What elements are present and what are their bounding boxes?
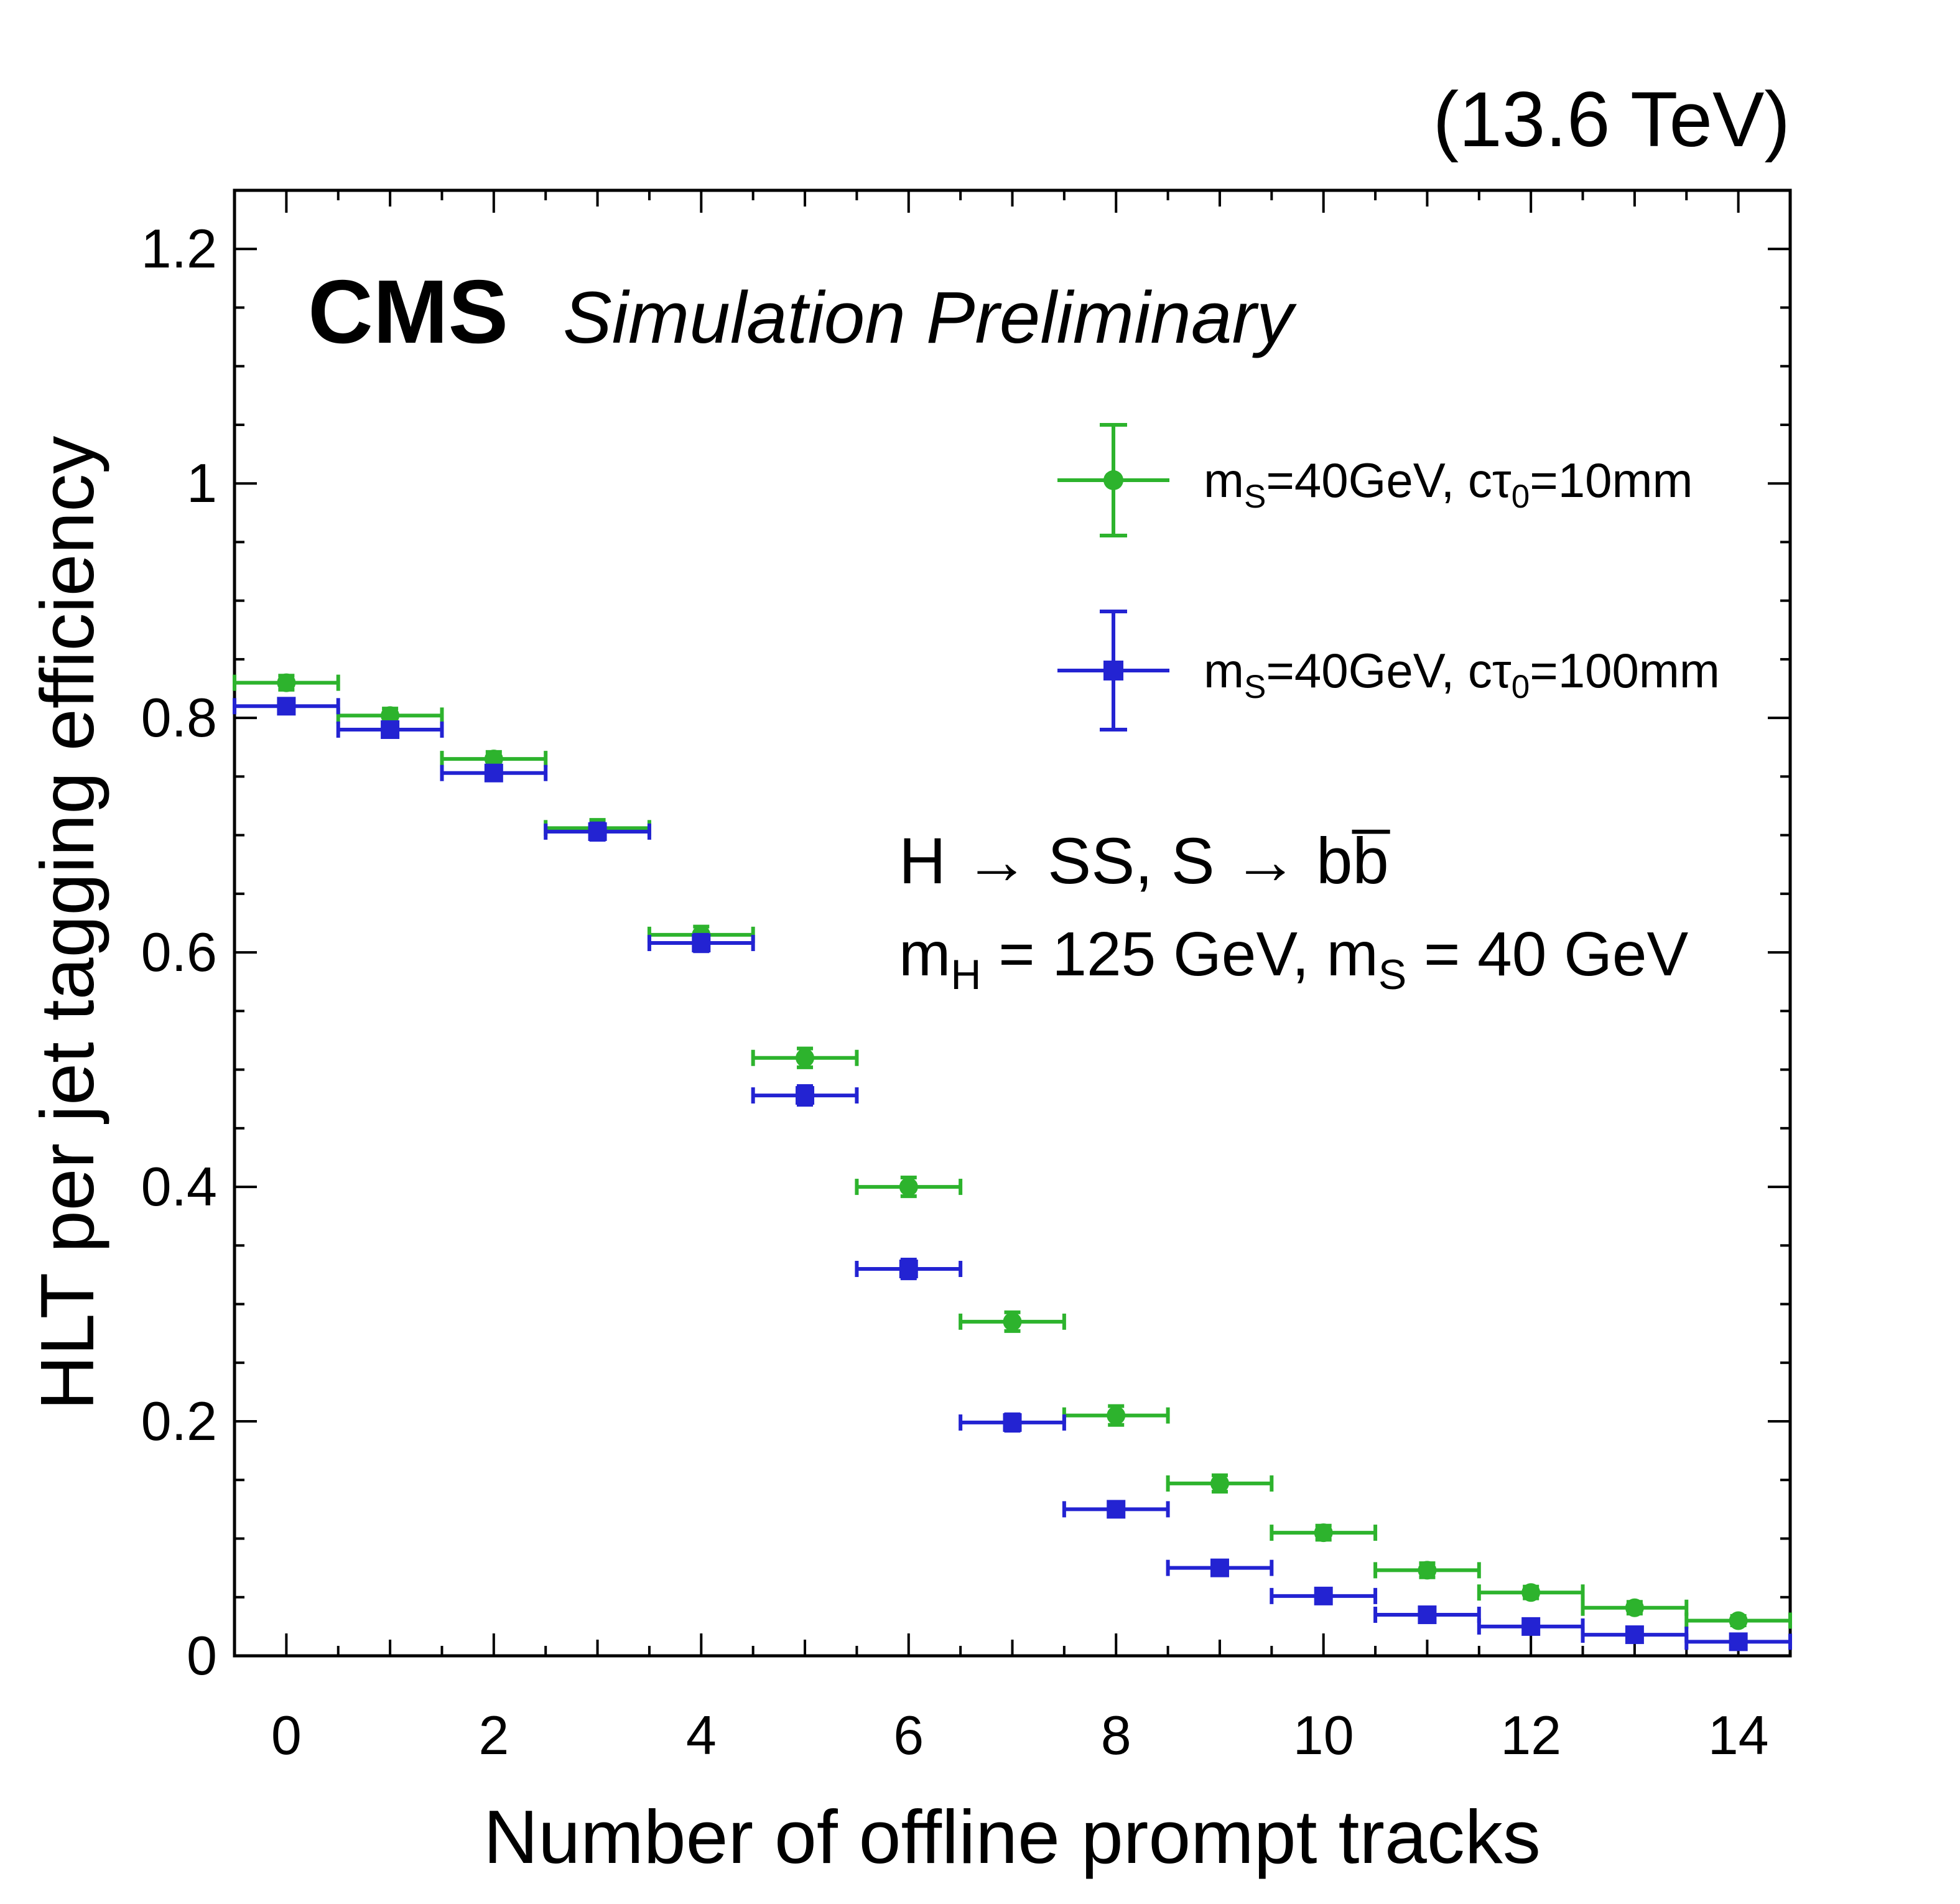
legend-entry-ctau10: mS=40GeV, cτ0=10mm: [1057, 423, 1693, 537]
data-point-marker: [899, 1177, 918, 1197]
legend: mS=40GeV, cτ0=10mm mS=40GeV, cτ0=100mm: [1057, 423, 1720, 731]
data-point-marker: [588, 822, 607, 841]
x-tick-label: 4: [686, 1704, 717, 1766]
legend-label-ctau100: mS=40GeV, cτ0=100mm: [1204, 643, 1720, 705]
data-point-marker: [1107, 1406, 1126, 1425]
data-point-marker: [484, 750, 503, 769]
data-point-marker: [1314, 1586, 1333, 1605]
text-layer: (13.6 TeV) CMS Simulation Preliminary Nu…: [25, 77, 1790, 1879]
cms-label: CMS: [308, 261, 508, 362]
data-point-marker: [1625, 1625, 1644, 1645]
y-axis-title: HLT per jet tagging efficiency: [25, 436, 109, 1411]
data-point-marker: [381, 706, 400, 725]
axes-layer: 0 2 4 6 8 10 12 14 0 0.2 0.4 0.6 0.8 1 1.2: [141, 188, 1792, 1766]
x-tick-label: 14: [1708, 1704, 1769, 1766]
data-point-marker: [277, 673, 296, 692]
x-tick-label: 2: [478, 1704, 509, 1766]
data-point-marker: [1418, 1561, 1437, 1580]
data-point-marker: [1210, 1474, 1229, 1493]
x-tick-label: 10: [1293, 1704, 1354, 1766]
data-point-marker: [796, 1086, 815, 1105]
y-tick-label: 1: [187, 452, 217, 514]
data-point-marker: [1729, 1632, 1748, 1651]
x-axis-title: Number of offline prompt tracks: [483, 1795, 1541, 1879]
y-tick-label: 1.2: [141, 218, 217, 279]
data-point-marker: [1418, 1605, 1437, 1625]
cms-sublabel: Simulation Preliminary: [563, 277, 1297, 359]
data-point-marker: [899, 1260, 918, 1279]
data-point-marker: [1107, 1500, 1126, 1519]
x-tick-label: 8: [1101, 1704, 1131, 1766]
y-tick-label: 0.6: [141, 921, 217, 983]
legend-entry-ctau100: mS=40GeV, cτ0=100mm: [1057, 610, 1720, 731]
data-point-marker: [1210, 1558, 1229, 1577]
data-point-marker: [484, 763, 503, 782]
legend-label-ctau10: mS=40GeV, cτ0=10mm: [1204, 453, 1693, 515]
process-annotation: H → SS, S → bb̅ mH = 125 GeV, mS = 40 Ge…: [899, 825, 1689, 998]
data-point-marker: [692, 934, 711, 953]
process-annotation-line1: H → SS, S → bb̅: [899, 825, 1390, 898]
series-layer: [233, 673, 1792, 1651]
data-point-marker: [1625, 1598, 1644, 1617]
process-annotation-line2: mH = 125 GeV, mS = 40 GeV: [899, 919, 1689, 998]
blue-square-marker-icon: [1057, 610, 1169, 731]
y-tick-label: 0.8: [141, 687, 217, 748]
x-tick-label: 0: [271, 1704, 302, 1766]
data-point-marker: [1314, 1523, 1333, 1543]
data-point-marker: [1003, 1312, 1022, 1331]
energy-label: (13.6 TeV): [1433, 77, 1790, 163]
data-point-marker: [1521, 1617, 1541, 1636]
x-tick-label: 12: [1500, 1704, 1561, 1766]
data-point-marker: [1521, 1583, 1541, 1602]
data-point-marker: [796, 1048, 815, 1067]
x-tick-label: 6: [893, 1704, 924, 1766]
data-point-marker: [1729, 1611, 1748, 1630]
green-circle-marker-icon: [1057, 423, 1169, 537]
series-green-circles: [233, 673, 1792, 1630]
y-tick-label: 0.2: [141, 1390, 217, 1452]
y-tick-label: 0.4: [141, 1156, 217, 1217]
y-tick-label: 0: [187, 1625, 217, 1686]
series-blue-squares: [233, 697, 1792, 1651]
data-point-marker: [277, 697, 296, 716]
data-point-marker: [1003, 1413, 1022, 1432]
data-point-marker: [381, 720, 400, 740]
